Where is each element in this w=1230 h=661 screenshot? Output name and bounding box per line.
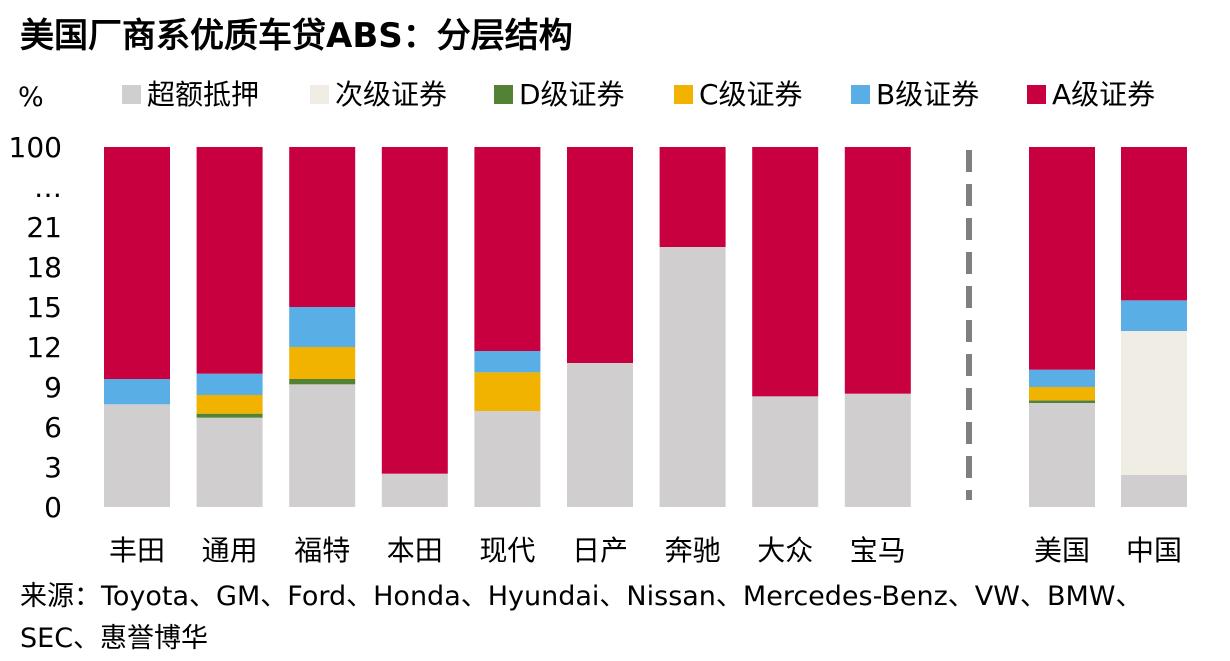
bar-segment: [1121, 475, 1187, 507]
legend-item: A级证券: [1027, 78, 1155, 111]
legend-item: D级证券: [494, 78, 625, 111]
legend-label: B级证券: [876, 78, 979, 111]
legend-item: 次级证券: [310, 78, 447, 111]
y-tick-label: 9: [44, 371, 62, 404]
bar-segment: [567, 147, 633, 363]
bar-segment: [289, 384, 356, 507]
bar-segment: [474, 411, 541, 507]
x-tick-label: 美国: [1034, 534, 1090, 567]
bar-segment: [474, 372, 541, 411]
bar-segment: [1029, 369, 1095, 387]
bar-segment: [1029, 403, 1095, 507]
bar-segment: [844, 393, 911, 507]
y-tick-label: 6: [44, 411, 62, 444]
bar-stack: [474, 147, 541, 507]
y-tick-label: 3: [44, 451, 62, 484]
bar-stack: [289, 147, 356, 507]
legend-swatch: [122, 85, 141, 104]
bar-segment: [1121, 331, 1187, 475]
bar-segment: [381, 147, 448, 474]
x-tick-label: 福特: [294, 534, 350, 567]
bar-segment: [659, 147, 726, 247]
x-axis: 丰田 通用 福特 本田 现代 日产 奔驰 大众 宝马 美国 中国: [109, 534, 1182, 567]
legend-swatch: [310, 85, 329, 104]
y-tick-label: 15: [26, 291, 62, 324]
legend-label: 次级证券: [335, 78, 447, 111]
legend-swatch: [851, 85, 870, 104]
bar-segment: [844, 147, 911, 394]
chart-title: 美国厂商系优质车贷ABS：分层结构: [20, 16, 573, 56]
x-tick-label: 通用: [202, 534, 258, 567]
bar-segment: [104, 404, 170, 507]
bars: [104, 147, 1187, 507]
legend: 超额抵押 次级证券 D级证券 C级证券 B级证券 A级证券: [122, 78, 1155, 111]
bar-segment: [196, 373, 263, 395]
bar-stack: [752, 147, 819, 507]
bar-stack: [844, 147, 911, 507]
bar-stack: [659, 147, 726, 507]
x-tick-label: 日产: [572, 534, 628, 567]
x-tick-label: 现代: [479, 534, 535, 567]
y-tick-label: 18: [26, 251, 62, 284]
bar-stack: [1029, 147, 1095, 507]
x-tick-label: 宝马: [850, 534, 906, 567]
bar-segment: [567, 363, 633, 507]
legend-label: D级证券: [519, 78, 625, 111]
bar-segment: [1029, 387, 1095, 401]
source-note: 来源：Toyota、GM、Ford、Honda、Hyundai、Nissan、M…: [20, 581, 1143, 654]
bar-stack: [196, 147, 263, 507]
legend-swatch: [1027, 85, 1046, 104]
bar-segment: [104, 379, 170, 405]
legend-item: B级证券: [851, 78, 979, 111]
bar-stack: [104, 147, 170, 507]
legend-swatch: [674, 85, 693, 104]
bar-segment: [474, 351, 541, 373]
bar-segment: [474, 147, 541, 351]
y-tick-label: 12: [26, 331, 62, 364]
bar-segment: [196, 147, 263, 374]
y-axis: 0 3 6 9 12 15 18 21 … 100: [9, 131, 62, 524]
bar-stack: [381, 147, 448, 507]
bar-segment: [1029, 400, 1095, 403]
bar-segment: [196, 413, 263, 418]
bar-segment: [659, 247, 726, 507]
bar-stack: [567, 147, 633, 507]
legend-label: A级证券: [1052, 78, 1155, 111]
x-tick-label: 大众: [757, 534, 813, 567]
y-tick-label: 100: [9, 131, 62, 164]
y-tick-label: …: [34, 171, 62, 204]
x-tick-label: 中国: [1126, 534, 1182, 567]
bar-segment: [381, 473, 448, 507]
bar-segment: [752, 396, 819, 507]
legend-label: C级证券: [699, 78, 803, 111]
x-tick-label: 本田: [387, 534, 443, 567]
bar-stack: [1121, 147, 1187, 507]
bar-segment: [196, 417, 263, 507]
legend-item: C级证券: [674, 78, 803, 111]
bar-segment: [1029, 147, 1095, 370]
bar-segment: [289, 379, 356, 385]
bar-segment: [289, 147, 356, 307]
bar-segment: [289, 347, 356, 379]
unit-label: %: [18, 82, 44, 113]
bar-segment: [1121, 300, 1187, 331]
legend-label: 超额抵押: [147, 78, 259, 111]
legend-swatch: [494, 85, 513, 104]
bar-segment: [104, 147, 170, 379]
x-tick-label: 奔驰: [665, 534, 721, 567]
bar-segment: [196, 395, 263, 414]
bar-segment: [752, 147, 819, 397]
bar-segment: [289, 307, 356, 347]
bar-segment: [1121, 147, 1187, 301]
y-tick-label: 21: [26, 211, 62, 244]
y-tick-label: 0: [44, 491, 62, 524]
legend-item: 超额抵押: [122, 78, 259, 111]
x-tick-label: 丰田: [109, 534, 165, 567]
